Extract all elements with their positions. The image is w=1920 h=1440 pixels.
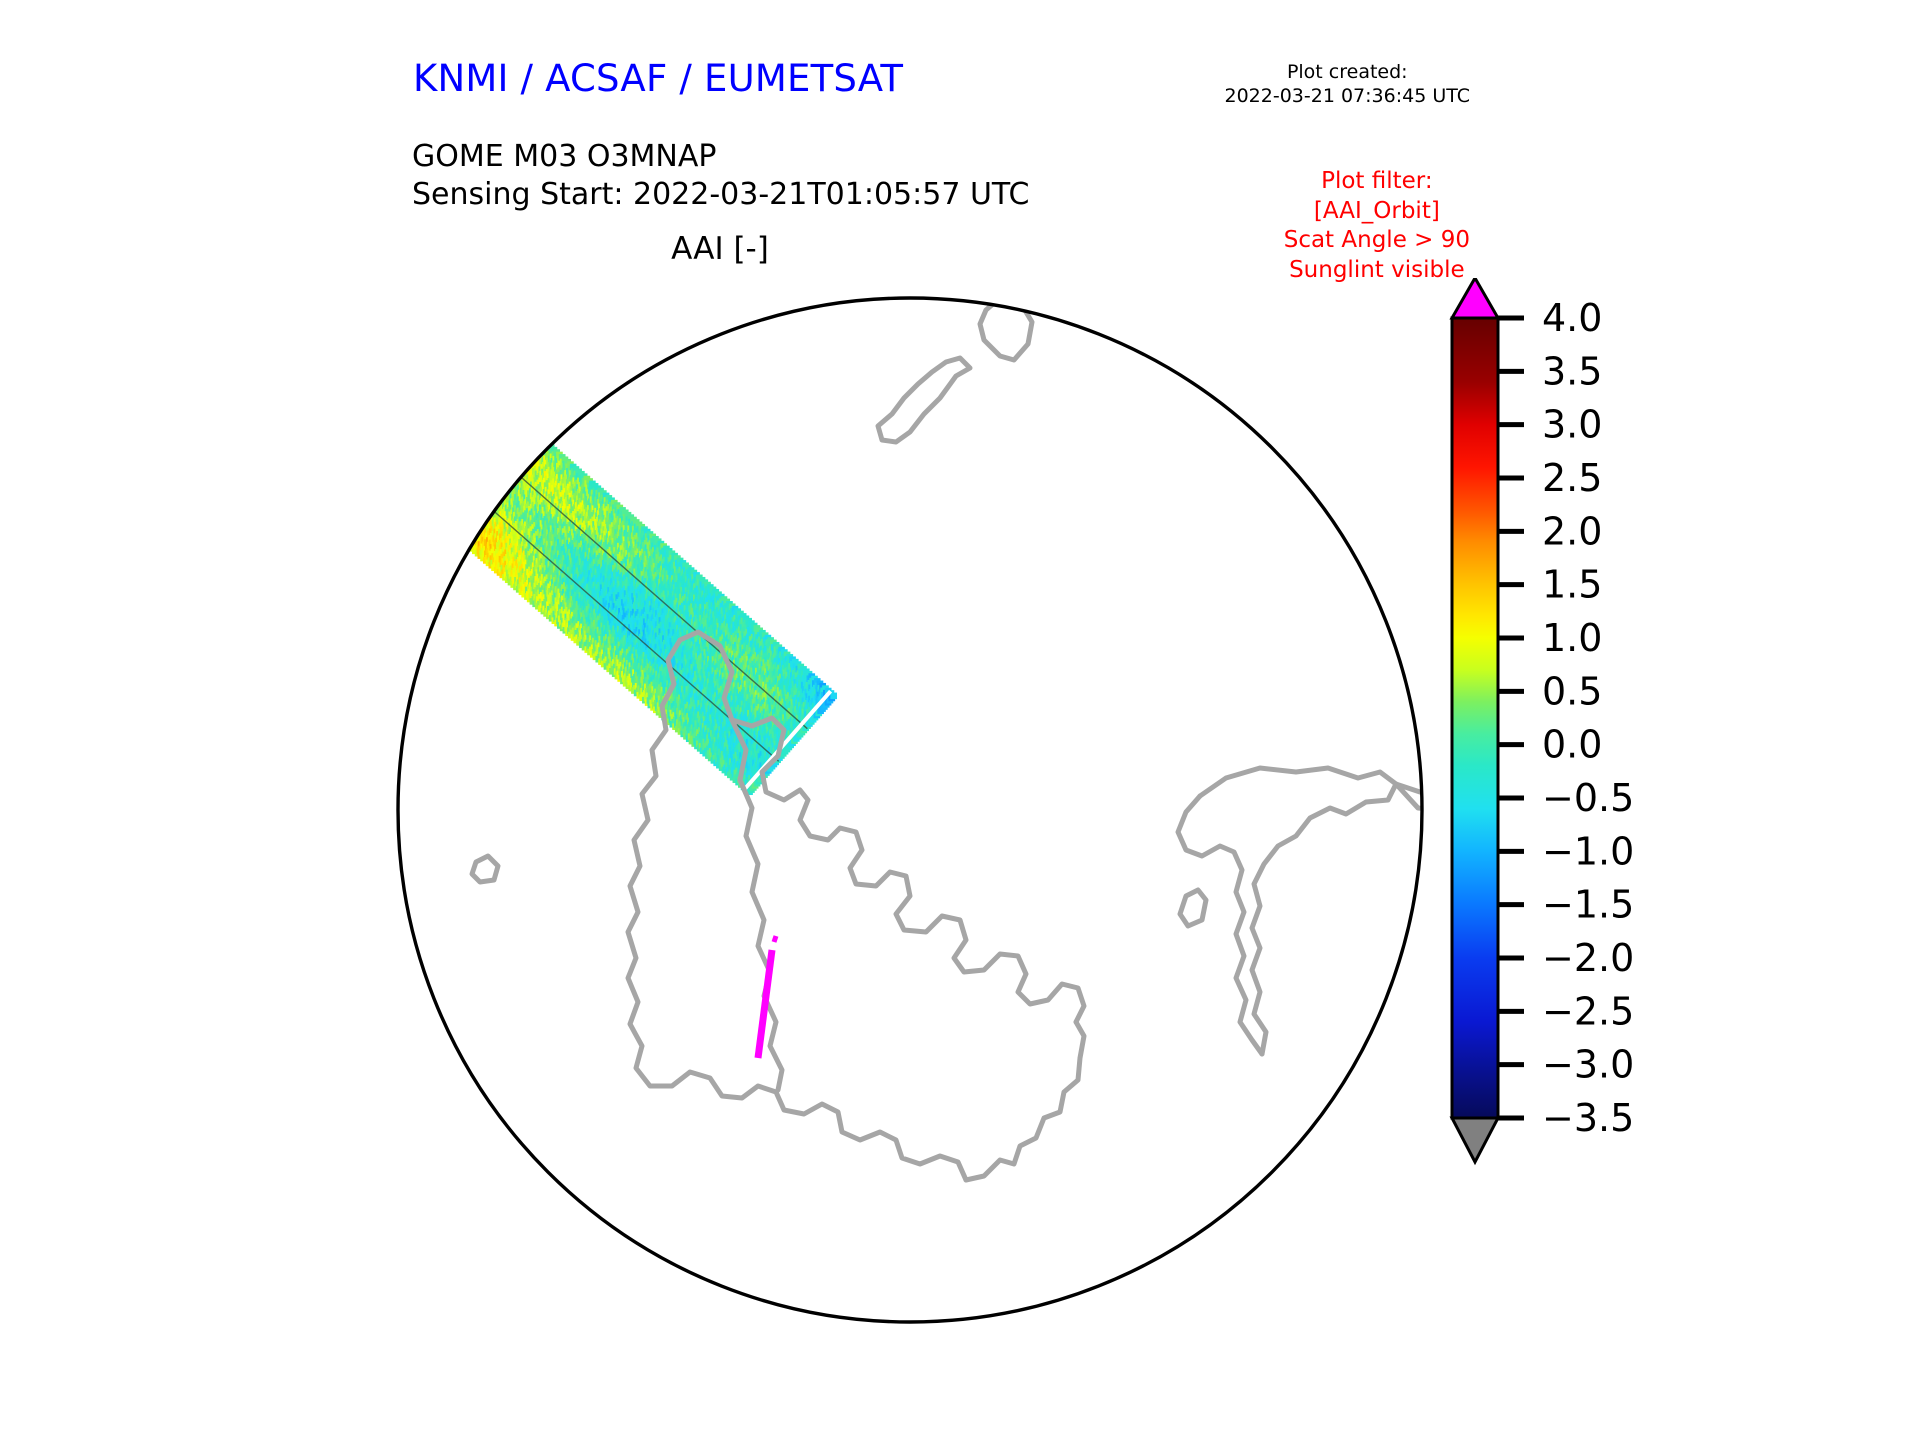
new-zealand-south-island [875,355,973,445]
colorbar-tick-label: 2.5 [1542,456,1602,500]
antarctica-coast-west [625,637,969,1183]
plot-filter-condition: Scat Angle > 90 [1283,227,1470,254]
colorbar-tick-label: −2.5 [1542,989,1634,1033]
sunglint-track-line [754,949,776,1059]
small-island-left [469,853,501,885]
plot-filter-sunglint: Sunglint visible [1289,256,1465,283]
colorbar-tick-label: 2.0 [1542,509,1602,553]
colorbar-over-arrow [1449,278,1501,320]
colorbar-tick-label: −0.5 [1542,776,1634,820]
plot-filter-block: Plot filter: [AAI_Orbit] Scat Angle > 90… [1284,167,1470,286]
coastlines [469,298,1422,1183]
colorbar-tick-label: 0.0 [1542,723,1602,767]
colorbar-tick-label: 3.0 [1542,403,1602,447]
organisation-title: KNMI / ACSAF / EUMETSAT [413,57,904,100]
sunglint-track-tip [771,935,779,943]
colorbar-tick-label: 1.5 [1542,563,1602,607]
plot-filter-label: Plot filter: [1321,168,1433,194]
colorbar-tick-label: 4.0 [1542,296,1602,340]
dataset-name: GOME M03 O3MNAP [412,139,717,174]
colorbar-tick-label: 0.5 [1542,669,1602,713]
antarctica-coast-peninsula-link [963,1019,1087,1183]
colorbar-tick-label: 1.0 [1542,616,1602,660]
south-america-coast-west [1175,793,1265,1057]
map-plot-area [380,280,1440,1340]
colorbar: 4.0 3.5 3.0 2.5 2.0 1.5 1.0 0.5 0.0 −0.5 −1.0 −1.5 −… [1438,278,1858,1298]
polar-map [396,296,1424,1324]
colorbar-gradient-bar [1450,316,1500,1120]
colorbar-tick-label: −1.0 [1542,829,1634,873]
colorbar-tick-label: −1.5 [1542,883,1634,927]
sensing-start: Sensing Start: 2022-03-21T01:05:57 UTC [412,177,1030,213]
colorbar-tick-labels: 4.0 3.5 3.0 2.5 2.0 1.5 1.0 0.5 0.0 −0.5 −1.0 −1.5 −… [1542,296,1634,1140]
plot-filter-name: [AAI_Orbit] [1313,197,1440,224]
colorbar-svg: 4.0 3.5 3.0 2.5 2.0 1.5 1.0 0.5 0.0 −0.5 −1.0 −1.5 −… [1449,278,1634,1166]
dataset-info-block: GOME M03 O3MNAP Sensing Start: 2022-03-2… [412,138,1029,214]
south-america-coast-east [1197,765,1399,1057]
antarctica-coast-east [677,629,1087,1025]
swath-trailing-edge [743,689,833,791]
colorbar-tick-label: −2.0 [1542,936,1634,980]
falkland-island [1177,887,1209,929]
map-limb-circle [396,296,1424,1324]
colorbar-under-arrow [1449,1116,1501,1166]
colorbar-tick-label: 3.5 [1542,349,1602,393]
plot-created-block: Plot created: 2022-03-21 07:36:45 UTC [1225,60,1471,109]
plot-created-timestamp: 2022-03-21 07:36:45 UTC [1224,85,1471,108]
colorbar-tick-label: −3.0 [1542,1043,1634,1087]
plot-created-label: Plot created: [1286,61,1408,83]
page-title: AAI [-] [671,231,769,267]
colorbar-tick-label: −3.5 [1542,1096,1634,1140]
antarctica-interior-line [729,717,785,1093]
colorbar-ticks [1498,315,1524,1121]
